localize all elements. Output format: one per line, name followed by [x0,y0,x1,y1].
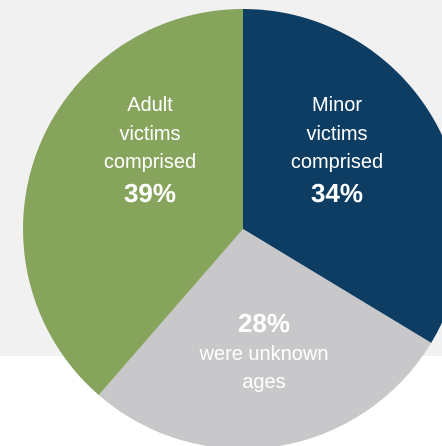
minor-victims-label: Minor victims comprised 34% [291,94,383,208]
minor-label-line-3: comprised [291,151,383,173]
pie-slice-adult-victims [23,9,243,396]
adult-label-line-1: Adult [127,94,173,116]
unknown-percentage: 28% [238,308,290,338]
adult-victims-label: Adult victims comprised 39% [104,94,196,208]
minor-label-line-2: victims [306,123,367,145]
unknown-ages-label: 28% were unknown ages [199,308,329,393]
adult-percentage: 39% [124,178,176,208]
minor-label-line-1: Minor [312,94,362,116]
pie-slice-unknown-ages [98,229,432,446]
minor-percentage: 34% [311,178,363,208]
unknown-label-line-2: ages [242,371,285,393]
adult-label-line-3: comprised [104,151,196,173]
adult-label-line-2: victims [119,123,180,145]
pie-slice-minor-victims [243,9,442,343]
unknown-label-line-1: were unknown [199,343,329,365]
